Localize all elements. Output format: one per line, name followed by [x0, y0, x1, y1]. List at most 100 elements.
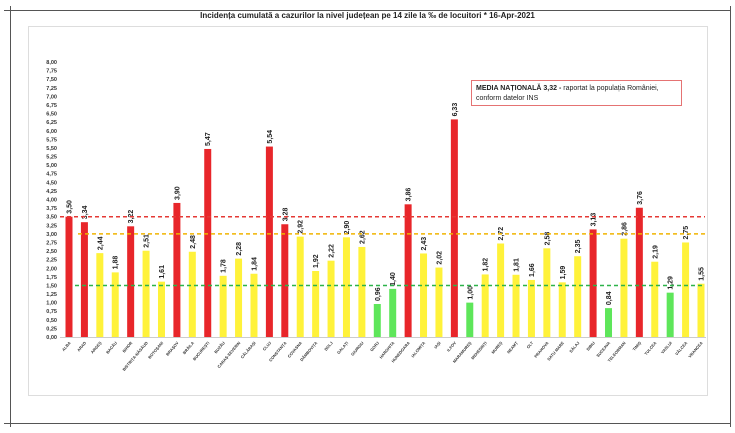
data-label: 5,54 — [267, 130, 274, 144]
data-label: 3,86 — [406, 188, 413, 202]
x-tick-label: BUZĂU — [213, 340, 226, 354]
bar-maramureș — [466, 302, 474, 337]
x-tick-label: BIHOR — [121, 340, 133, 353]
data-label: 1,84 — [251, 257, 258, 271]
data-label: 2,58 — [544, 232, 551, 246]
y-tick-label: 2,25 — [46, 258, 57, 264]
y-tick-label: 5,75 — [46, 137, 57, 143]
bar-iași — [435, 267, 443, 337]
y-tick-label: 7,00 — [46, 94, 57, 100]
x-tick-label: ARGEȘ — [90, 340, 103, 354]
bar-brăila — [188, 251, 196, 337]
bar-cluj — [265, 146, 273, 337]
bar-satu mare — [558, 282, 566, 337]
data-label: 0,96 — [375, 287, 382, 301]
data-label: 1,88 — [113, 256, 120, 270]
x-tick-label: BACĂU — [105, 340, 118, 354]
x-tick-label: BRAȘOV — [165, 340, 180, 357]
annotation-text: raportat la populația României, conform … — [476, 85, 659, 102]
y-tick-label: 6,25 — [46, 120, 57, 126]
data-label: 1,40 — [390, 272, 397, 286]
y-tick-label: 3,75 — [46, 206, 57, 212]
bar-galați — [342, 237, 350, 337]
data-label: 1,00 — [467, 286, 474, 300]
x-tick-label: IAȘI — [433, 340, 442, 349]
x-tick-label: VASLUI — [660, 340, 673, 354]
data-label: 3,34 — [82, 205, 89, 219]
annotation-bold-text: MEDIA NAȚIONALĂ 3,32 - — [476, 85, 562, 92]
bar-olt — [527, 279, 535, 337]
data-label: 1,78 — [221, 259, 228, 273]
data-label: 1,92 — [313, 254, 320, 268]
x-tick-label: VRANCEA — [687, 340, 704, 358]
data-label: 2,51 — [144, 234, 151, 248]
chart-area — [28, 26, 708, 396]
bar-dâmbovița — [312, 271, 320, 337]
bar-buzău — [219, 275, 227, 337]
frame-bottom-line — [4, 423, 731, 424]
y-tick-label: 8,00 — [46, 60, 57, 66]
bar-tulcea — [651, 261, 659, 337]
bar-călărași — [250, 273, 258, 337]
data-label: 2,44 — [97, 236, 104, 250]
y-tick-label: 1,00 — [46, 301, 57, 307]
y-tick-label: 6,00 — [46, 129, 57, 135]
data-label: 3,28 — [282, 208, 289, 222]
data-label: 2,92 — [298, 220, 305, 234]
bar-arad — [80, 222, 88, 337]
y-tick-label: 6,50 — [46, 112, 57, 118]
y-tick-label: 5,50 — [46, 146, 57, 152]
y-tick-label: 3,25 — [46, 223, 57, 229]
x-tick-label: BOTOȘANI — [147, 340, 164, 359]
bar-teleorman — [620, 238, 628, 337]
bar-vâlcea — [682, 242, 690, 337]
x-tick-label: GORJ — [369, 340, 380, 352]
y-tick-label: 0,75 — [46, 309, 57, 315]
y-tick-label: 2,50 — [46, 249, 57, 255]
bar-bacău — [111, 272, 119, 337]
y-tick-label: 2,75 — [46, 240, 57, 246]
bar-alba — [65, 216, 73, 337]
chart-title: Incidența cumulată a cazurilor la nivel … — [200, 11, 535, 20]
bar-argeș — [96, 253, 104, 337]
bar-bistrița-năsăud — [142, 250, 150, 337]
x-tick-label: GIURGIU — [350, 340, 365, 356]
national-average-annotation: MEDIA NAȚIONALĂ 3,32 - raportat la popul… — [471, 80, 682, 106]
x-tick-label: OLT — [525, 340, 534, 350]
y-tick-label: 0,25 — [46, 326, 57, 332]
bar-covasna — [296, 236, 304, 337]
bar-sălaj — [574, 256, 582, 337]
data-label: 1,61 — [159, 265, 166, 279]
x-tick-label: SĂLAJ — [568, 340, 580, 353]
bar-dolj — [327, 260, 335, 337]
y-tick-label: 6,75 — [46, 103, 57, 109]
data-label: 2,43 — [421, 237, 428, 251]
data-label: 2,22 — [329, 244, 336, 258]
data-label: 1,81 — [514, 258, 521, 272]
x-tick-label: CLUJ — [262, 340, 273, 351]
y-tick-label: 5,00 — [46, 163, 57, 169]
y-tick-label: 7,75 — [46, 69, 57, 75]
frame-top-line — [4, 10, 731, 11]
bar-vrancea — [697, 283, 705, 337]
x-tick-label: GALAȚI — [336, 340, 349, 355]
bar-mehedinți — [481, 274, 489, 337]
y-tick-label: 7,25 — [46, 86, 57, 92]
data-label: 2,35 — [575, 239, 582, 253]
x-tick-label: ARAD — [76, 340, 87, 352]
bar-botoșani — [157, 281, 165, 337]
data-label: 2,86 — [621, 222, 628, 236]
y-tick-label: 4,00 — [46, 198, 57, 204]
frame-right-line — [730, 6, 731, 427]
data-label: 6,33 — [452, 103, 459, 117]
bar-bihor — [127, 226, 135, 337]
x-tick-label: MUREȘ — [490, 340, 503, 355]
bar-hunedoara — [404, 204, 412, 337]
y-tick-label: 0,00 — [46, 335, 57, 341]
bar-caraș-severin — [235, 258, 243, 337]
x-tick-label: TIMIȘ — [631, 340, 642, 352]
y-tick-label: 7,50 — [46, 77, 57, 83]
data-label: 3,76 — [637, 191, 644, 205]
y-tick-label: 4,50 — [46, 180, 57, 186]
y-tick-label: 2,00 — [46, 266, 57, 272]
